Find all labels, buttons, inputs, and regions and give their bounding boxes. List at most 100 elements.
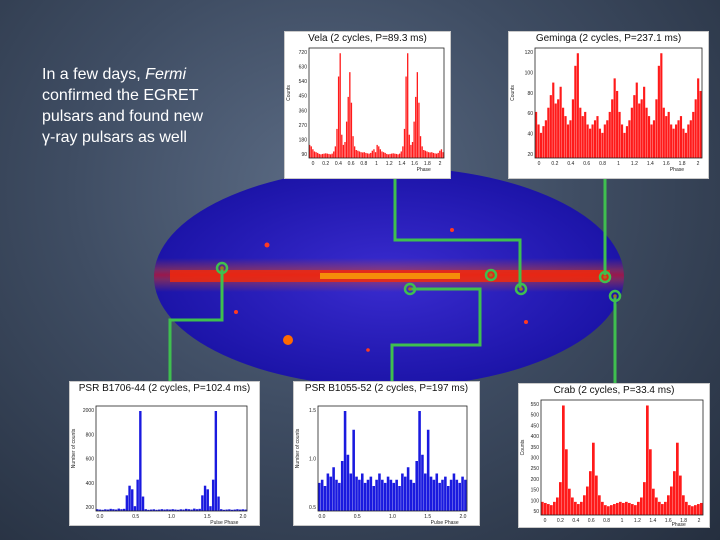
pulsar-marker-geminga[interactable] xyxy=(598,270,612,284)
vela-bar xyxy=(368,153,370,158)
vela-bar xyxy=(413,121,415,158)
geminga-bar xyxy=(557,99,560,158)
pulsar-marker-core xyxy=(613,294,617,298)
crab-x-tick-label: 1.4 xyxy=(649,518,656,524)
crab-bar xyxy=(679,475,682,515)
geminga-bar xyxy=(611,99,614,158)
pulsar-marker-core xyxy=(603,275,607,279)
b1055-bar xyxy=(332,467,335,511)
b1055-bar xyxy=(441,479,444,511)
geminga-bar xyxy=(618,111,621,158)
b1055-bar xyxy=(386,476,390,512)
vela-x-tick-label: 0.2 xyxy=(322,161,329,167)
crab-bar xyxy=(685,501,688,515)
vela-y-tick-label: 720 xyxy=(299,50,308,56)
crab-y-tick-label: 150 xyxy=(531,488,540,494)
b1706-x-tick-label: 0.0 xyxy=(97,514,104,520)
b1706-bar xyxy=(201,495,204,511)
crab-bar xyxy=(562,405,565,515)
geminga-y-tick-label: 120 xyxy=(525,50,534,56)
b1706-bar xyxy=(104,509,107,511)
geminga-bar xyxy=(544,120,547,158)
b1055-panel: 1.5 1.0 0.5 0.0 0.5 1.0 1.5 2.0 Pulse Phase Numbe… xyxy=(293,381,480,526)
crab-bar xyxy=(622,502,625,515)
pulsar-marker-vela[interactable] xyxy=(514,282,528,296)
geminga-bar xyxy=(628,120,631,158)
b1706-x-tick-label: 2.0 xyxy=(240,514,247,520)
crab-bar xyxy=(565,449,568,515)
b1706-bar xyxy=(152,509,156,511)
b1706-bar xyxy=(182,509,185,511)
geminga-bar xyxy=(692,111,695,158)
geminga-bar xyxy=(581,116,584,158)
b1706-bar xyxy=(163,509,166,511)
b1055-bar xyxy=(464,479,467,511)
pulsar-marker-unlabeled[interactable] xyxy=(484,268,498,282)
geminga-y-tick-label: 40 xyxy=(527,132,533,138)
b1706-y-tick-label: 800 xyxy=(86,432,95,438)
b1706-bar xyxy=(128,485,131,511)
vela-y-axis-label: Counts xyxy=(286,85,292,101)
geminga-bar xyxy=(539,132,543,158)
geminga-y-tick-label: 60 xyxy=(527,111,533,117)
vela-bar xyxy=(328,153,330,158)
b1055-y-tick-label: 0.5 xyxy=(309,505,316,511)
intro-line-1: In a few days, Fermi xyxy=(42,66,187,83)
intro-line-2: confirmed the EGRET xyxy=(42,87,199,104)
b1706-bar xyxy=(166,509,169,511)
vela-bar xyxy=(354,146,356,158)
b1706-bar xyxy=(225,509,228,511)
b1706-y-tick-label: 2000 xyxy=(83,408,94,414)
b1055-bar xyxy=(329,476,333,512)
vela-bar xyxy=(381,151,383,158)
crab-bar xyxy=(571,497,574,515)
vela-bar xyxy=(321,153,324,158)
crab-bar xyxy=(643,482,646,515)
crab-x-tick-label: 0 xyxy=(544,518,547,524)
b1706-bar xyxy=(114,509,118,511)
vela-bar xyxy=(362,152,364,158)
vela-bar xyxy=(387,154,390,158)
geminga-bar xyxy=(589,128,592,158)
geminga-bar xyxy=(665,116,668,158)
b1706-bar xyxy=(106,509,110,511)
b1706-bar xyxy=(144,509,147,511)
vela-bar xyxy=(395,153,398,158)
geminga-bar xyxy=(650,124,653,158)
vela-x-tick-label: 0.4 xyxy=(335,161,342,167)
geminga-bar xyxy=(660,53,663,158)
b1706-bar xyxy=(184,508,188,511)
geminga-bar xyxy=(687,124,690,158)
geminga-bar xyxy=(613,78,616,158)
geminga-light-curve: 120 100 80 60 40 20 0 0.2 0.4 0.6 0.8 1 1.2 1.4 1.6 1.8… xyxy=(510,47,703,173)
vela-bar xyxy=(323,153,325,158)
pulsar-marker-b1055[interactable] xyxy=(403,282,417,296)
b1706-bar xyxy=(101,509,104,511)
crab-y-tick-label: 550 xyxy=(531,402,540,408)
crab-bar xyxy=(649,449,652,515)
vela-bar xyxy=(349,72,351,158)
vela-bar xyxy=(371,150,373,158)
vela-bar xyxy=(360,152,362,158)
geminga-bar xyxy=(574,65,577,158)
vela-bar xyxy=(342,144,345,158)
intro-text: In a few days, Fermi confirmed the EGRET… xyxy=(42,64,242,148)
b1055-bar xyxy=(360,473,364,511)
geminga-bar xyxy=(633,95,636,158)
vela-y-tick-label: 270 xyxy=(299,123,308,129)
geminga-bar xyxy=(569,120,572,158)
crab-bar xyxy=(667,495,670,515)
b1706-bar xyxy=(230,509,234,511)
pulsar-marker-crab[interactable] xyxy=(608,289,622,303)
pulsar-marker-b1706[interactable] xyxy=(215,261,229,275)
b1706-bar xyxy=(179,509,182,511)
geminga-x-tick-label: 0.8 xyxy=(599,161,606,167)
geminga-bar xyxy=(576,53,579,158)
crab-bar xyxy=(550,505,553,515)
b1706-bar xyxy=(147,509,150,511)
b1055-bar xyxy=(435,473,439,511)
vela-bar xyxy=(363,152,365,158)
